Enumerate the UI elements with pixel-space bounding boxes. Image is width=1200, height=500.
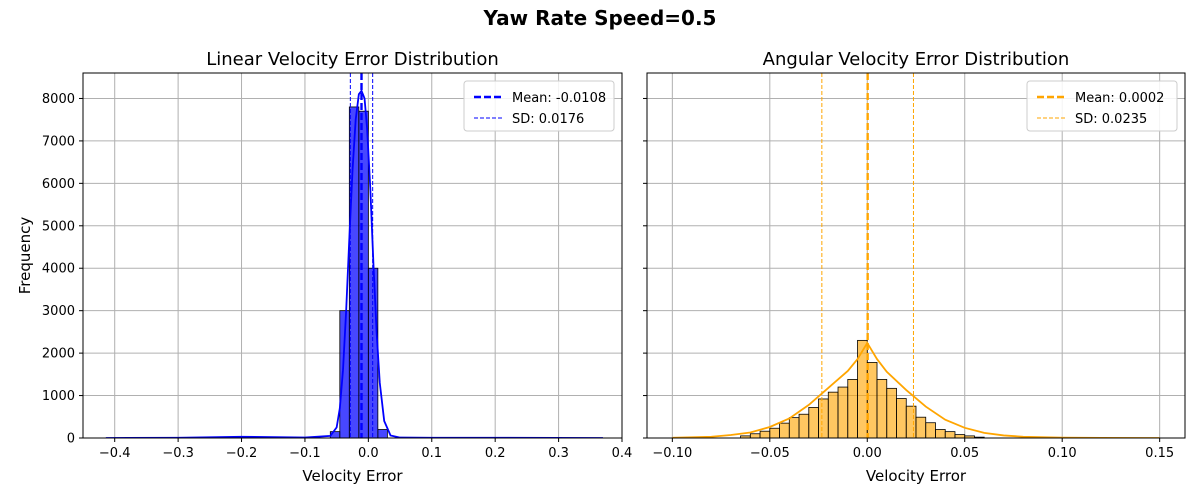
histogram-bar <box>749 433 761 438</box>
y-tick-label: 0 <box>67 432 75 447</box>
x-tick-label: 0.3 <box>548 446 569 461</box>
histogram-bar <box>798 413 810 438</box>
histogram-bar <box>818 398 829 438</box>
x-tick-label: 0.00 <box>853 446 882 461</box>
y-tick-label: 7000 <box>42 134 75 149</box>
y-tick-label: 8000 <box>42 92 75 107</box>
histogram-bar <box>788 417 800 438</box>
histogram-bar <box>896 398 907 438</box>
legend-mean-label: Mean: 0.0002 <box>1075 91 1164 106</box>
x-tick-label: 0.15 <box>1145 446 1174 461</box>
y-tick-label: 2000 <box>42 347 75 362</box>
x-tick-label: 0.10 <box>1048 446 1077 461</box>
x-tick-label: 0.2 <box>485 446 506 461</box>
histogram-bar <box>759 430 771 438</box>
histogram-bar <box>886 387 897 438</box>
x-tick-label: −0.10 <box>652 446 692 461</box>
histogram-bar <box>827 391 839 438</box>
x-axis-label: Velocity Error <box>302 467 403 485</box>
legend: Mean: -0.0108 SD: 0.0176 <box>463 80 615 132</box>
legend-sd-label: SD: 0.0176 <box>512 112 584 127</box>
linear-velocity-panel: −0.4 −0.3 −0.2 −0.1 0.0 0.1 0.2 0.3 0.4 0 1000 2000… <box>16 49 632 485</box>
histogram-bar <box>915 416 927 438</box>
x-tick-label: 0.4 <box>612 446 633 461</box>
x-tick-label: −0.3 <box>162 446 194 461</box>
histogram-bar <box>954 434 966 438</box>
histogram-bar <box>808 407 819 438</box>
x-tick-label: −0.4 <box>99 446 131 461</box>
histogram-bar <box>769 427 780 438</box>
kde-curve <box>672 341 1160 438</box>
x-tick-label: −0.05 <box>750 446 790 461</box>
y-axis-label: Frequency <box>16 217 34 295</box>
kde-curve <box>105 89 603 438</box>
x-tick-label: 0.05 <box>950 446 979 461</box>
y-tick-label: 6000 <box>42 177 75 192</box>
x-tick-label: 0.0 <box>358 446 379 461</box>
y-tick-label: 3000 <box>42 304 75 319</box>
y-tick-label: 1000 <box>42 389 75 404</box>
x-tick-label: −0.2 <box>226 446 258 461</box>
histogram-bar <box>837 386 849 438</box>
histogram-bar <box>779 422 790 438</box>
histogram-bars <box>740 339 985 438</box>
x-axis-label: Velocity Error <box>866 467 967 485</box>
histogram-bar <box>944 431 956 438</box>
histogram-bar <box>847 379 858 438</box>
angular-velocity-panel: −0.10 −0.05 0.00 0.05 0.10 0.15 Angular Veloci… <box>643 49 1186 485</box>
chart-title: Linear Velocity Error Distribution <box>206 49 499 70</box>
histogram-bar <box>358 110 369 438</box>
x-tick-label: −0.1 <box>289 446 321 461</box>
grid <box>647 73 1185 439</box>
legend: Mean: 0.0002 SD: 0.0235 <box>1026 80 1178 132</box>
chart-title: Angular Velocity Error Distribution <box>763 49 1070 70</box>
legend-mean-label: Mean: -0.0108 <box>512 91 606 106</box>
histogram-bars <box>329 106 388 438</box>
y-tick-label: 4000 <box>42 262 75 277</box>
histogram-bar <box>905 405 917 438</box>
legend-sd-label: SD: 0.0235 <box>1075 112 1147 127</box>
figure-suptitle: Yaw Rate Speed=0.5 <box>483 6 717 30</box>
y-tick-label: 5000 <box>42 219 75 234</box>
axes-frame <box>646 72 1186 439</box>
histogram-bar <box>925 422 936 438</box>
histogram-bar <box>377 429 388 438</box>
histogram-bar <box>876 379 888 438</box>
axes-frame <box>82 72 623 439</box>
histogram-bar <box>935 429 946 438</box>
x-tick-label: 0.1 <box>421 446 442 461</box>
